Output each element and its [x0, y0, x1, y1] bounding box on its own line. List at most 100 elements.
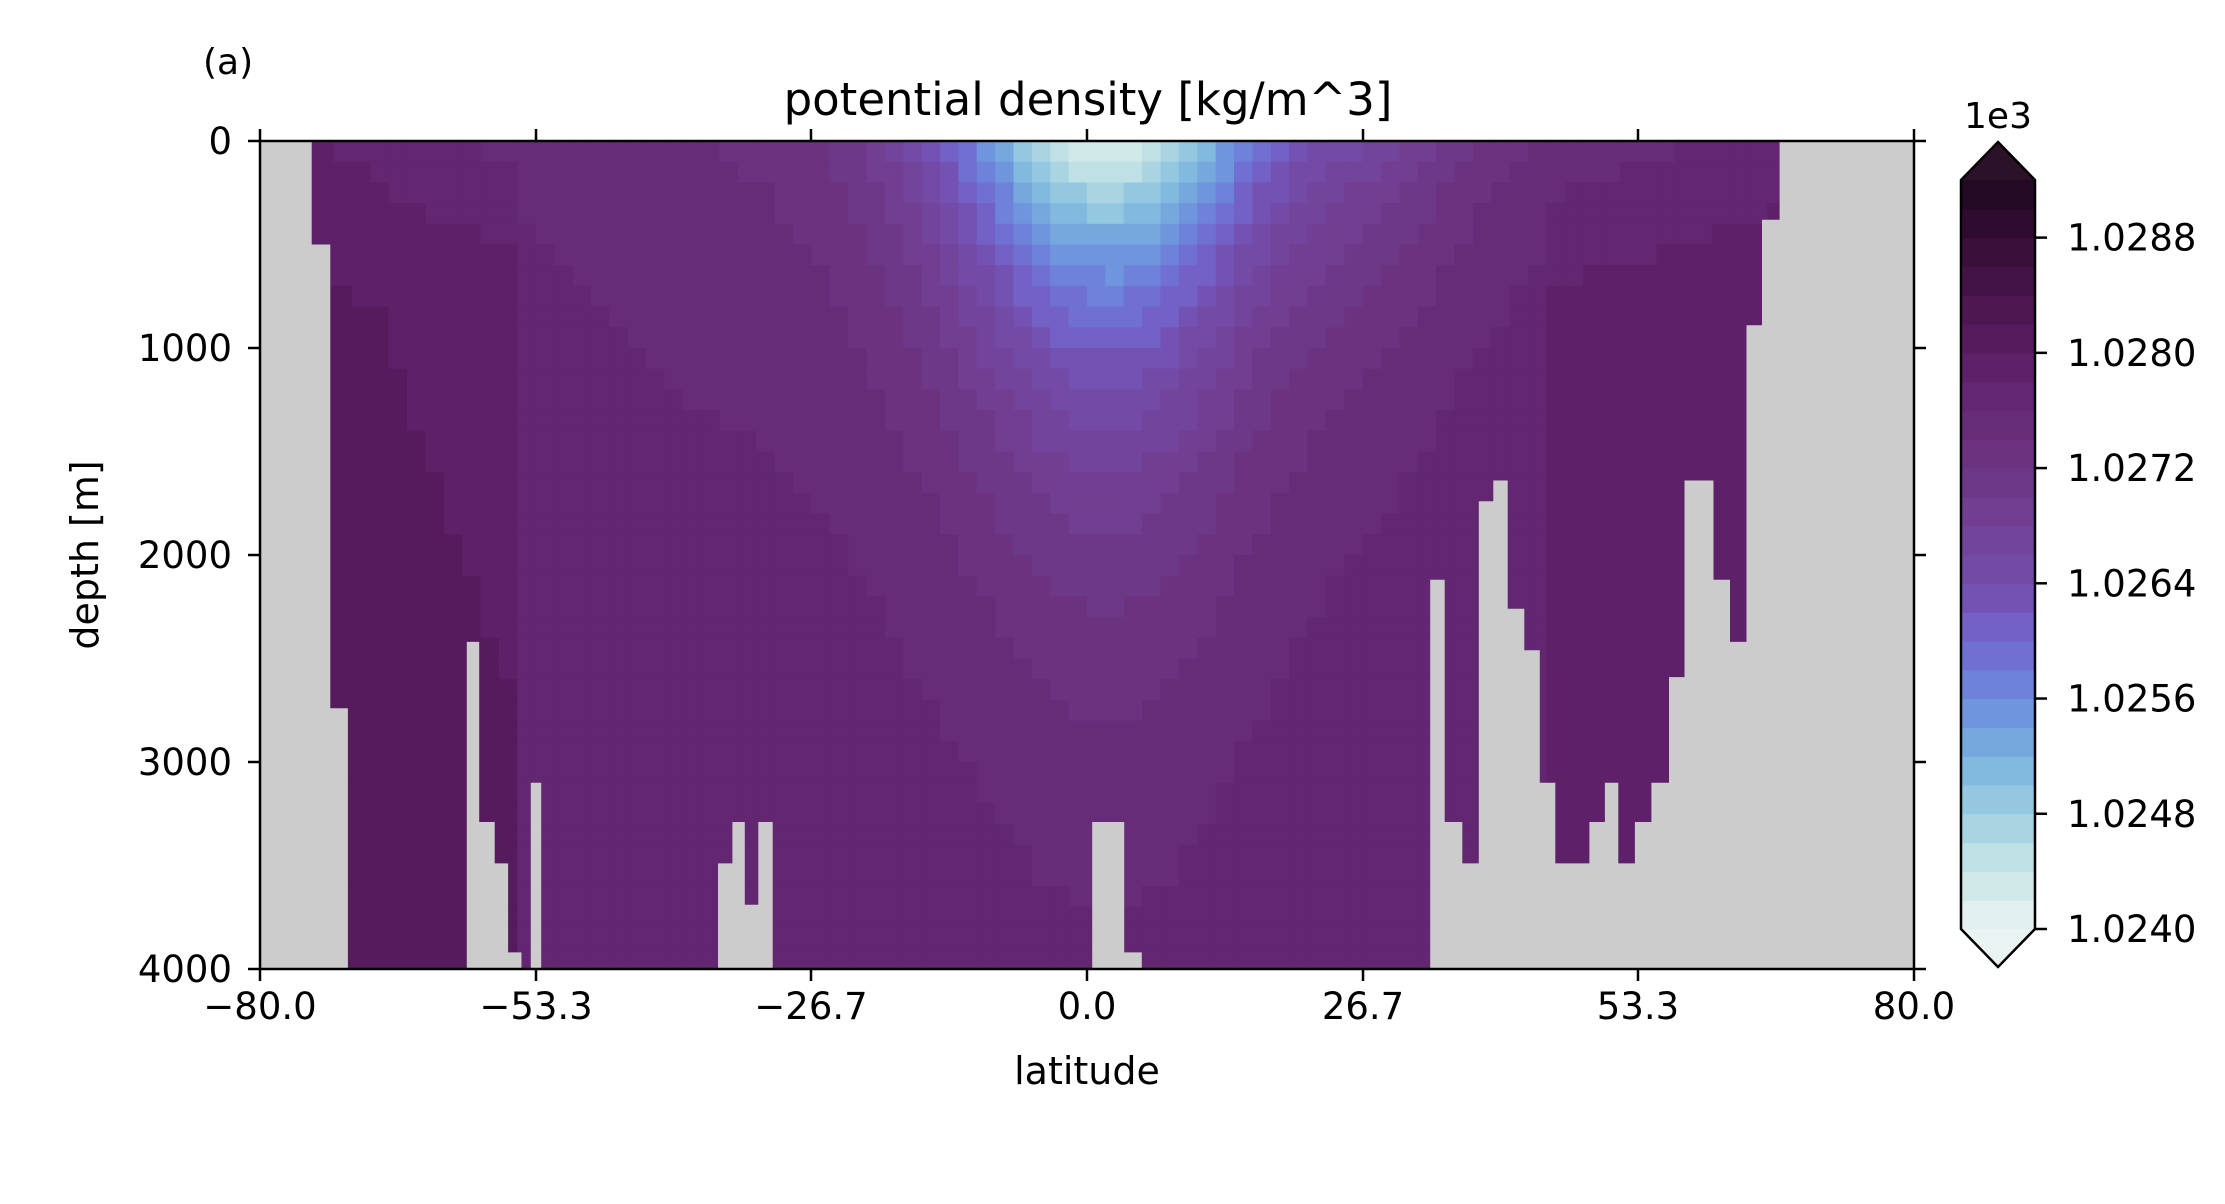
density-cell: [921, 389, 941, 411]
density-cell: [829, 782, 849, 804]
density-cell: [315, 161, 335, 183]
density-cell: [1399, 575, 1419, 597]
density-cell: [1711, 430, 1731, 453]
density-cell: [719, 596, 739, 618]
density-cell: [1252, 824, 1272, 846]
density-cell: [682, 368, 702, 390]
density-cell: [682, 844, 702, 867]
density-cell: [792, 327, 812, 349]
density-cell: [829, 348, 849, 370]
density-cell: [1325, 285, 1345, 308]
density-cell: [535, 410, 555, 432]
density-cell: [1087, 803, 1106, 825]
density-cell: [884, 658, 904, 680]
density-cell: [645, 492, 665, 515]
density-cell: [554, 430, 574, 453]
density-cell: [866, 658, 886, 680]
density-cell: [792, 161, 812, 183]
density-cell: [866, 927, 886, 949]
density-cell: [1344, 285, 1364, 308]
density-cell: [1399, 803, 1419, 825]
density-cell: [1013, 824, 1033, 846]
density-cell: [1454, 141, 1474, 163]
land-region: [718, 822, 773, 969]
density-cell: [1087, 182, 1106, 204]
density-cell: [1454, 513, 1474, 535]
density-cell: [1528, 513, 1548, 535]
density-cell: [737, 368, 757, 390]
density-cell: [1215, 534, 1235, 556]
density-cell: [921, 244, 941, 266]
land-region: [1092, 822, 1142, 969]
density-cell: [1215, 658, 1235, 680]
density-cell: [1675, 327, 1695, 349]
density-cell: [1583, 534, 1603, 556]
density-cell: [719, 679, 739, 701]
density-cell: [1564, 824, 1584, 846]
density-cell: [535, 699, 555, 722]
density-cell: [884, 513, 904, 535]
density-cell: [1105, 410, 1125, 432]
density-cell: [1601, 555, 1621, 577]
density-cell: [829, 534, 849, 556]
density-cell: [958, 886, 978, 908]
density-cell: [1050, 948, 1070, 970]
density-cell: [1675, 265, 1695, 287]
density-cell: [1068, 617, 1088, 639]
density-cell: [554, 617, 574, 639]
density-cell: [756, 803, 776, 825]
density-cell: [1436, 389, 1456, 411]
density-cell: [1546, 161, 1566, 183]
density-cell: [1197, 844, 1217, 867]
density-cell: [351, 410, 371, 432]
density-cell: [554, 906, 574, 929]
density-cell: [1693, 410, 1713, 432]
density-cell: [939, 265, 959, 287]
density-cell: [1693, 389, 1713, 411]
density-cell: [1656, 223, 1676, 246]
density-cell: [1491, 265, 1511, 287]
density-cell: [866, 223, 886, 246]
density-cell: [1234, 803, 1253, 825]
density-cell: [1564, 265, 1584, 287]
density-cell: [664, 741, 684, 763]
density-cell: [1160, 637, 1180, 660]
density-cell: [351, 265, 371, 287]
density-cell: [1601, 244, 1621, 266]
density-cell: [1675, 223, 1695, 246]
density-cell: [443, 182, 463, 204]
density-cell: [682, 679, 702, 701]
density-cell: [1362, 203, 1382, 225]
density-cell: [498, 658, 518, 680]
density-cell: [388, 699, 408, 722]
density-cell: [756, 575, 776, 597]
density-cell: [1215, 824, 1235, 846]
density-cell: [370, 865, 390, 887]
colorbar-level: [1961, 669, 2035, 700]
density-cell: [609, 658, 629, 680]
density-cell: [1123, 285, 1143, 308]
density-cell: [1270, 658, 1290, 680]
density-cell: [609, 244, 629, 266]
density-cell: [884, 782, 904, 804]
density-cell: [866, 596, 886, 618]
density-cell: [1013, 865, 1033, 887]
density-cell: [737, 244, 757, 266]
density-cell: [333, 203, 353, 225]
density-cell: [1675, 348, 1695, 370]
density-cell: [1693, 161, 1713, 183]
density-cell: [682, 513, 702, 535]
density-cell: [921, 223, 941, 246]
density-cell: [1528, 555, 1548, 577]
density-cell: [462, 617, 482, 639]
density-cell: [1289, 927, 1309, 949]
density-cell: [1491, 451, 1511, 473]
density-cell: [1454, 265, 1474, 287]
density-cell: [664, 844, 684, 867]
density-cell: [1270, 699, 1290, 722]
density-cell: [443, 803, 463, 825]
density-cell: [1050, 658, 1070, 680]
density-cell: [1050, 203, 1070, 225]
density-cell: [811, 617, 831, 639]
density-cell: [333, 223, 353, 246]
